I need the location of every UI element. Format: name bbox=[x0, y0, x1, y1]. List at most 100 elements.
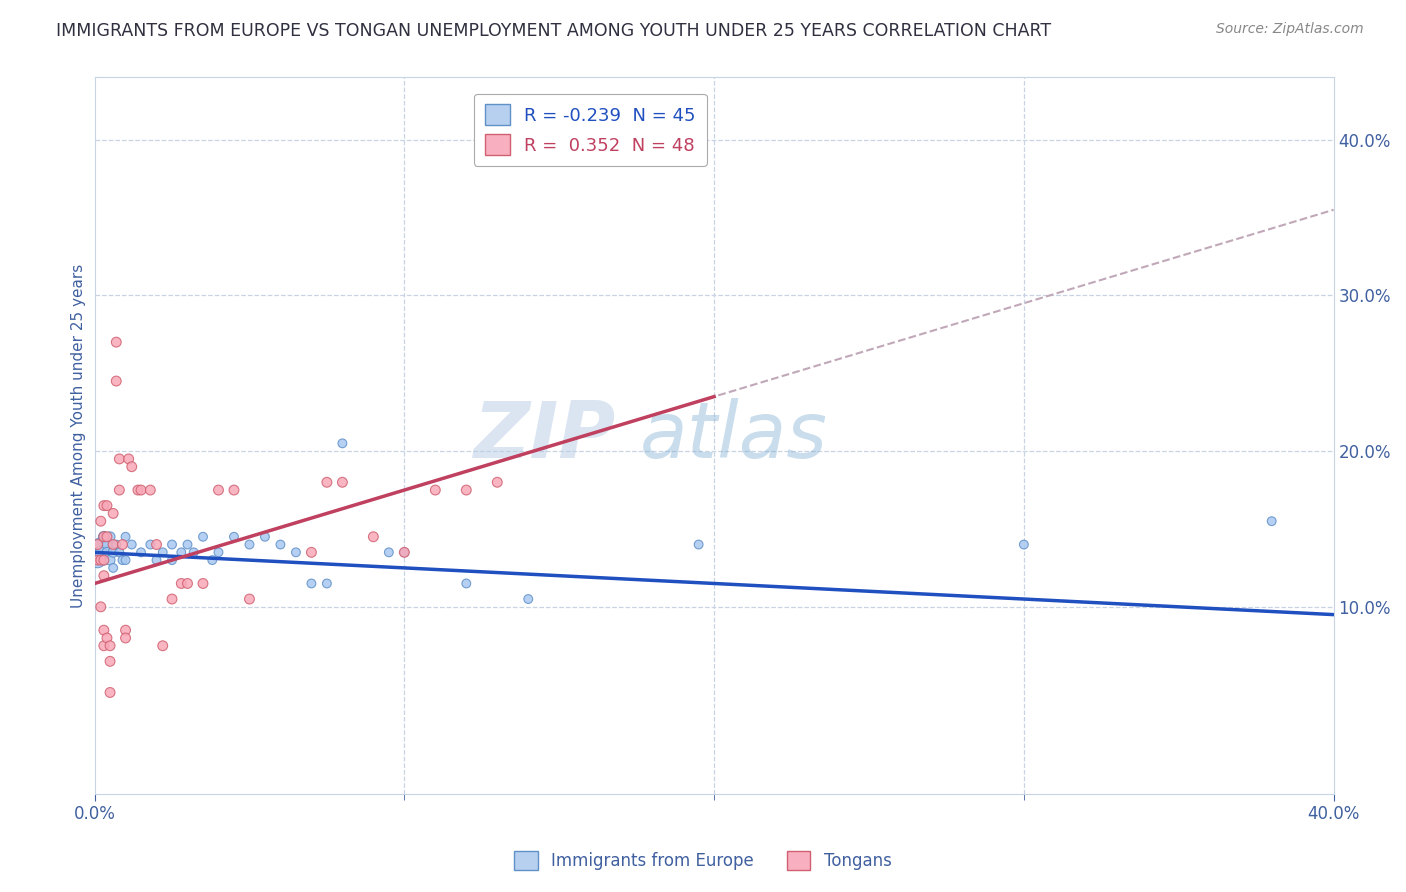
Point bbox=[117, 451, 139, 466]
Point bbox=[316, 475, 339, 490]
Point bbox=[332, 475, 354, 490]
Point bbox=[108, 545, 131, 559]
Point bbox=[238, 592, 260, 607]
Point bbox=[1260, 514, 1282, 528]
Point bbox=[108, 483, 131, 497]
Point bbox=[222, 483, 245, 497]
Point bbox=[98, 639, 121, 653]
Point bbox=[86, 537, 108, 551]
Point bbox=[90, 545, 112, 559]
Point bbox=[86, 553, 108, 567]
Point bbox=[105, 374, 128, 388]
Point bbox=[121, 537, 143, 551]
Point bbox=[86, 553, 108, 567]
Point bbox=[111, 537, 134, 551]
Point bbox=[253, 530, 276, 544]
Point bbox=[517, 592, 540, 607]
Point bbox=[98, 685, 121, 699]
Point bbox=[299, 576, 322, 591]
Point bbox=[139, 537, 162, 551]
Point bbox=[114, 623, 136, 637]
Point bbox=[121, 459, 143, 474]
Point bbox=[160, 537, 183, 551]
Point bbox=[222, 530, 245, 544]
Point bbox=[93, 553, 115, 567]
Point bbox=[456, 483, 478, 497]
Point bbox=[105, 335, 128, 350]
Point bbox=[96, 545, 118, 559]
Point bbox=[114, 553, 136, 567]
Point bbox=[96, 499, 118, 513]
Point bbox=[207, 483, 229, 497]
Point bbox=[269, 537, 291, 551]
Point bbox=[152, 639, 174, 653]
Point bbox=[183, 545, 205, 559]
Point bbox=[114, 530, 136, 544]
Point bbox=[378, 545, 401, 559]
Point bbox=[93, 553, 115, 567]
Y-axis label: Unemployment Among Youth under 25 years: Unemployment Among Youth under 25 years bbox=[72, 263, 86, 607]
Point bbox=[93, 499, 115, 513]
Point bbox=[145, 537, 167, 551]
Text: atlas: atlas bbox=[640, 398, 828, 474]
Point bbox=[332, 436, 354, 450]
Point bbox=[238, 537, 260, 551]
Point bbox=[93, 639, 115, 653]
Point bbox=[98, 553, 121, 567]
Point bbox=[1012, 537, 1035, 551]
Point bbox=[96, 530, 118, 544]
Point bbox=[90, 553, 112, 567]
Point bbox=[96, 631, 118, 645]
Point bbox=[93, 623, 115, 637]
Legend: Immigrants from Europe, Tongans: Immigrants from Europe, Tongans bbox=[508, 844, 898, 877]
Point bbox=[425, 483, 447, 497]
Point bbox=[93, 568, 115, 582]
Point bbox=[127, 483, 149, 497]
Point bbox=[96, 537, 118, 551]
Point bbox=[152, 545, 174, 559]
Point bbox=[207, 545, 229, 559]
Point bbox=[101, 537, 124, 551]
Point bbox=[90, 514, 112, 528]
Point bbox=[90, 537, 112, 551]
Point bbox=[145, 553, 167, 567]
Text: ZIP: ZIP bbox=[472, 398, 614, 474]
Point bbox=[101, 545, 124, 559]
Point bbox=[105, 537, 128, 551]
Point bbox=[176, 576, 198, 591]
Point bbox=[129, 483, 152, 497]
Point bbox=[86, 545, 108, 559]
Point bbox=[101, 507, 124, 521]
Point bbox=[170, 545, 193, 559]
Point bbox=[394, 545, 416, 559]
Point bbox=[316, 576, 339, 591]
Point bbox=[363, 530, 385, 544]
Point bbox=[201, 553, 224, 567]
Text: Source: ZipAtlas.com: Source: ZipAtlas.com bbox=[1216, 22, 1364, 37]
Point bbox=[129, 545, 152, 559]
Point bbox=[93, 530, 115, 544]
Point bbox=[139, 483, 162, 497]
Point bbox=[299, 545, 322, 559]
Point bbox=[108, 451, 131, 466]
Point bbox=[486, 475, 509, 490]
Point bbox=[176, 537, 198, 551]
Point bbox=[160, 592, 183, 607]
Point bbox=[284, 545, 307, 559]
Point bbox=[114, 631, 136, 645]
Point bbox=[101, 561, 124, 575]
Point bbox=[98, 654, 121, 668]
Point bbox=[111, 553, 134, 567]
Point bbox=[170, 576, 193, 591]
Point bbox=[93, 530, 115, 544]
Point bbox=[98, 530, 121, 544]
Point bbox=[160, 553, 183, 567]
Text: IMMIGRANTS FROM EUROPE VS TONGAN UNEMPLOYMENT AMONG YOUTH UNDER 25 YEARS CORRELA: IMMIGRANTS FROM EUROPE VS TONGAN UNEMPLO… bbox=[56, 22, 1052, 40]
Point bbox=[90, 599, 112, 614]
Point bbox=[456, 576, 478, 591]
Point bbox=[191, 576, 214, 591]
Point bbox=[394, 545, 416, 559]
Point bbox=[688, 537, 710, 551]
Legend: R = -0.239  N = 45, R =  0.352  N = 48: R = -0.239 N = 45, R = 0.352 N = 48 bbox=[474, 94, 707, 166]
Point bbox=[191, 530, 214, 544]
